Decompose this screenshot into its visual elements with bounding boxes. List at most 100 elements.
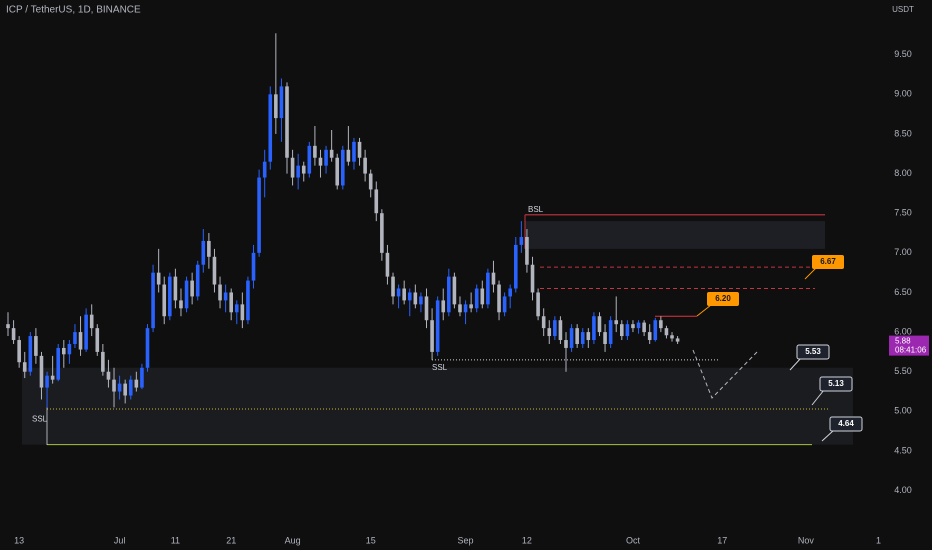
candle-body — [413, 292, 418, 305]
x-tick-label: 11 — [171, 535, 180, 545]
candle-body — [547, 328, 552, 337]
ssl-label: SSL — [432, 363, 448, 372]
projection — [692, 349, 758, 399]
candle-body — [659, 320, 663, 329]
candle-body — [675, 338, 680, 342]
last-price-tag — [889, 335, 929, 356]
candle-body — [251, 252, 256, 281]
candle-body — [480, 288, 485, 305]
candle-body — [128, 379, 133, 396]
x-tick-label: Nov — [798, 535, 815, 545]
candle-body — [419, 296, 423, 305]
currency: USDT — [892, 5, 914, 14]
candle-body — [279, 86, 284, 119]
candle-body — [140, 367, 144, 388]
candle-body — [380, 213, 384, 253]
candle-body — [313, 145, 317, 158]
y-tick-label: 5.50 — [894, 366, 912, 376]
x-tick-label: 15 — [366, 535, 376, 545]
candle-body — [469, 304, 473, 309]
candle-body — [285, 86, 289, 158]
candle-body — [374, 189, 379, 214]
candle-body — [391, 276, 395, 297]
target-tag — [707, 292, 739, 306]
candle-body — [89, 314, 94, 329]
candle-body — [625, 324, 630, 337]
candle-body — [6, 324, 10, 329]
candle-body — [631, 324, 635, 329]
candle-body — [207, 240, 211, 257]
candle-body — [173, 276, 178, 301]
x-tick-label: Oct — [626, 535, 641, 545]
candle-body — [262, 161, 267, 178]
candle-body — [525, 236, 529, 265]
candle-body — [407, 292, 412, 301]
candle-body — [502, 296, 507, 313]
target-tag — [819, 376, 853, 392]
candle-body — [324, 149, 328, 166]
candle-body — [190, 280, 194, 297]
candle-body — [592, 316, 596, 341]
y-tick-label: 9.00 — [894, 89, 912, 99]
candle-body — [357, 141, 362, 158]
candle-body — [424, 296, 429, 321]
candle-body — [558, 320, 563, 341]
zone — [525, 221, 825, 249]
candle-body — [586, 332, 591, 341]
candle-body — [28, 336, 33, 372]
candle-body — [541, 316, 546, 329]
candle-body — [112, 379, 116, 392]
target-pointer — [804, 267, 817, 280]
candle-body — [106, 371, 111, 380]
candle-body — [257, 177, 261, 253]
bsl-label: BSL — [528, 205, 544, 214]
candle-body — [396, 288, 401, 297]
candle-body — [385, 252, 390, 277]
candle-body — [597, 316, 602, 333]
candle-body — [156, 272, 161, 285]
candle-body — [580, 332, 585, 344]
candle-body — [101, 351, 105, 372]
candle-body — [39, 355, 44, 388]
y-tick-label: 8.00 — [894, 168, 912, 178]
candle-body — [318, 157, 323, 166]
candle-body — [274, 94, 278, 119]
y-tick-label: 4.00 — [894, 485, 912, 495]
candle-body — [45, 375, 49, 388]
target-tag — [812, 255, 844, 269]
candle-body — [212, 256, 217, 285]
candle-body — [603, 332, 607, 344]
y-tick-label: 7.50 — [894, 208, 912, 218]
candle-body — [73, 332, 77, 344]
candle-body — [67, 343, 72, 355]
candle-body — [229, 292, 233, 313]
candle-body — [95, 328, 100, 352]
target-pointer — [821, 429, 835, 442]
y-tick-label: 6.00 — [894, 326, 912, 336]
candle-body — [636, 322, 641, 329]
y-tick-label: 5.00 — [894, 406, 912, 416]
candle-body — [301, 165, 306, 174]
x-tick-label: 1 — [876, 535, 881, 545]
candle-body — [307, 145, 312, 174]
chart-title: ICP / TetherUS, 1D, BINANCE — [6, 5, 141, 16]
candle-body — [564, 340, 568, 348]
candle-body — [134, 379, 139, 388]
countdown: 08:41:06 — [895, 346, 927, 355]
target-label: 5.13 — [828, 379, 844, 388]
target-label: 6.20 — [715, 294, 731, 303]
candle-body — [463, 304, 468, 313]
candle-body — [179, 300, 183, 309]
candle-body — [184, 280, 189, 309]
candle-body — [84, 314, 88, 350]
candle-body — [575, 328, 579, 344]
x-tick-label: Sep — [458, 535, 474, 545]
target-tag — [796, 344, 830, 360]
candle-body — [78, 332, 83, 350]
candle-body — [491, 272, 496, 285]
target-label: 6.67 — [820, 257, 836, 266]
candle-body — [335, 157, 340, 186]
candle-body — [145, 328, 150, 368]
candle-body — [614, 320, 619, 325]
